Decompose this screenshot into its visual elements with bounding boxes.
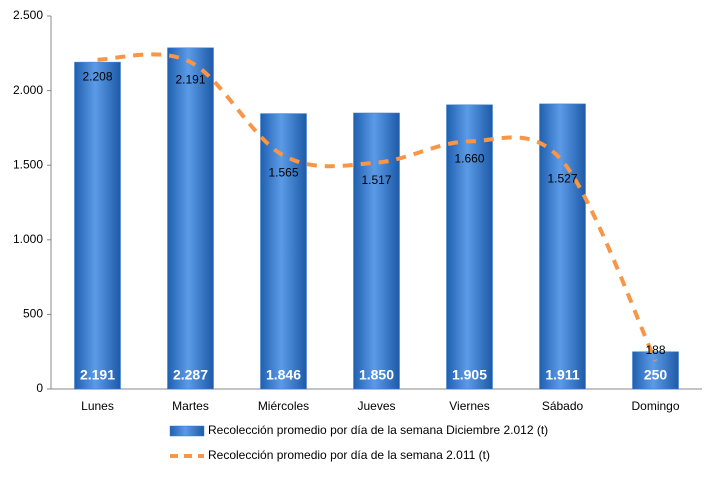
x-tick-label: Jueves	[357, 399, 395, 413]
line	[97, 52, 658, 362]
y-tick-label: 0	[36, 381, 43, 395]
bar-value-label: 1.905	[452, 367, 487, 383]
bar	[167, 47, 214, 390]
x-tick-label: Viernes	[449, 399, 489, 413]
x-tick-label: Sábado	[542, 399, 584, 413]
x-tick-label: Martes	[172, 399, 209, 413]
bar-value-label: 1.911	[545, 367, 579, 383]
x-tick-label: Lunes	[81, 399, 114, 413]
y-tick-label: 500	[23, 307, 43, 321]
legend-label: Recolección promedio por día de la seman…	[208, 448, 490, 462]
line-value-label: 188	[645, 343, 665, 357]
y-tick-label: 2.500	[13, 8, 43, 22]
bar	[260, 113, 307, 390]
y-tick-label: 2.000	[13, 83, 43, 97]
bar-value-label: 250	[644, 367, 668, 383]
line-value-label: 2.191	[175, 72, 205, 86]
bar	[74, 61, 121, 390]
bar	[539, 103, 586, 390]
legend-swatch	[169, 425, 205, 437]
line-value-label: 1.565	[268, 166, 298, 180]
line-value-label: 1.660	[454, 151, 484, 165]
x-tick-label: Domingo	[631, 399, 679, 413]
y-tick-label: 1.000	[13, 232, 43, 246]
x-tick-label: Miércoles	[258, 399, 309, 413]
bar-value-label: 1.846	[266, 367, 301, 383]
bar	[353, 112, 400, 390]
legend-label: Recolección promedio por día de la seman…	[208, 423, 548, 437]
line-value-label: 1.517	[361, 173, 391, 187]
bar	[632, 351, 679, 390]
bar-value-label: 1.850	[359, 367, 394, 383]
bar-value-label: 2.191	[80, 367, 115, 383]
line-value-label: 2.208	[82, 70, 112, 84]
bar-value-label: 2.287	[173, 367, 208, 383]
bar	[446, 104, 493, 390]
y-tick-label: 1.500	[13, 157, 43, 171]
line-value-label: 1.527	[547, 171, 577, 185]
